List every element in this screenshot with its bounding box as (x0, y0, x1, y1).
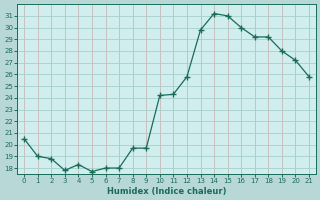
X-axis label: Humidex (Indice chaleur): Humidex (Indice chaleur) (107, 187, 226, 196)
